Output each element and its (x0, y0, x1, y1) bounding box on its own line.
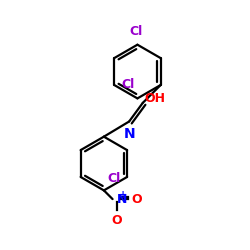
Text: N: N (117, 192, 128, 205)
Text: Cl: Cl (121, 78, 134, 92)
Text: Cl: Cl (130, 26, 143, 38)
Text: O: O (112, 214, 122, 227)
Text: O: O (131, 192, 142, 205)
Text: +: + (119, 190, 127, 200)
Text: Cl: Cl (107, 172, 120, 185)
Text: N: N (123, 127, 135, 141)
Text: OH: OH (144, 92, 166, 105)
